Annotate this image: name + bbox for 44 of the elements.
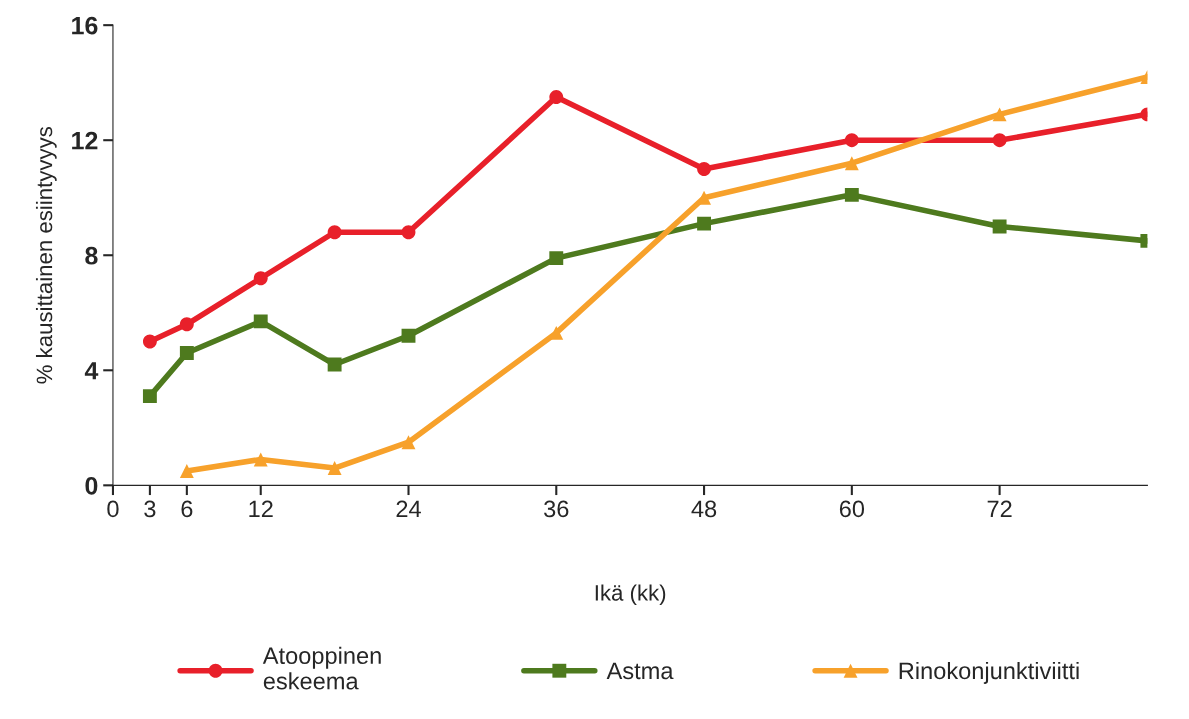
point [549,90,564,105]
x-tick-label: 24 [396,500,421,518]
point [992,133,1007,148]
y-tick-label: 12 [72,131,98,150]
x-tick-label: 36 [544,500,569,518]
legend-label: Atooppinen eskeema [262,646,381,690]
y-axis-title: % kausittainen esiintyvyys [35,126,57,384]
x-tick-label: 3 [144,500,156,518]
legend-label: Astma [606,662,674,680]
point [327,225,342,240]
point [697,162,711,176]
point [401,225,416,240]
y-tick-label: 16 [72,16,98,35]
point [844,156,859,171]
x-axis-title: Ikä (kk) [595,584,666,606]
x-tick-label: 72 [987,500,1012,518]
y-tick-label: 8 [85,246,98,265]
point [142,334,157,349]
point [844,187,859,202]
y-tick-label: 4 [84,362,99,380]
x-tick-label: 0 [107,500,119,518]
point [844,133,859,148]
point [992,219,1007,234]
y-tick-label: 0 [85,476,98,495]
point [992,107,1007,122]
point [179,317,194,332]
x-tick-label: 12 [249,500,273,518]
point [549,325,564,340]
point [327,461,342,476]
point [549,251,564,266]
point [253,271,268,286]
point [179,464,194,478]
legend-label: Rinokonjunktiviitti [899,661,1079,684]
point [401,435,416,450]
point [142,389,157,404]
x-tick-label: 48 [691,500,717,518]
point [179,346,194,360]
point [327,357,342,372]
point [401,328,416,343]
point [253,314,268,329]
x-tick-label: 60 [839,500,865,518]
point [697,216,711,231]
point [253,452,268,467]
x-tick-label: 6 [181,500,193,518]
